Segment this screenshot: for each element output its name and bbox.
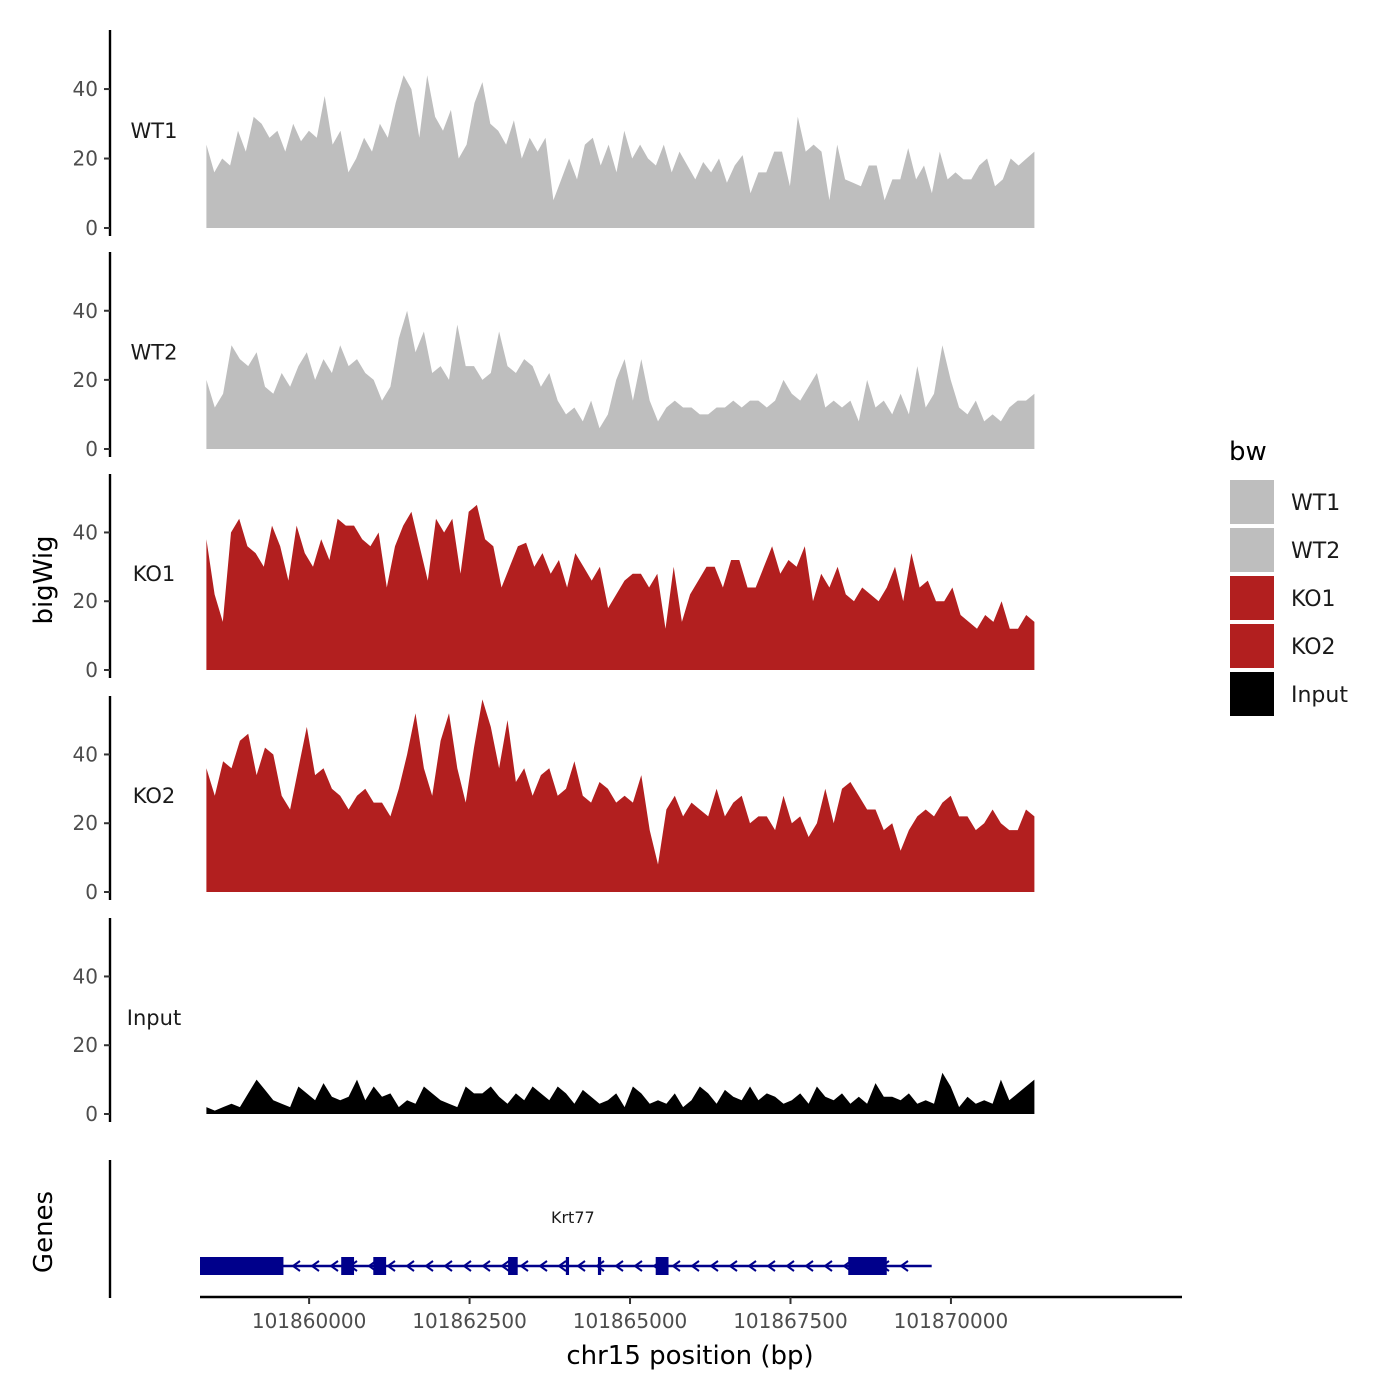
y-tick-label: 0 [85,658,98,682]
strand-arrow-icon [690,1260,700,1272]
strand-arrow-icon [557,1260,567,1272]
strand-arrow-icon [804,1260,814,1272]
gene-exon [597,1257,602,1275]
y-tick-label: 20 [73,147,98,171]
y-tick-label: 20 [73,368,98,392]
x-tick-label: 101865000 [573,1309,688,1333]
y-tick-label: 0 [85,216,98,240]
strand-arrow-icon [462,1260,472,1272]
area-input [206,1072,1035,1114]
gene-track: Krt77 [108,1160,932,1298]
legend-label: WT2 [1291,539,1340,564]
legend-item-wt2: WT2 [1230,528,1340,572]
gene-exon [341,1257,355,1275]
y-axis-title: bigWig [29,535,59,624]
strand-arrow-icon [728,1260,738,1272]
legend-swatch [1230,480,1274,524]
legend-item-wt1: WT1 [1230,480,1340,524]
strand-arrow-icon [519,1260,529,1272]
strand-arrow-icon [576,1260,586,1272]
x-tick-label: 101862500 [412,1309,527,1333]
gene-exon [200,1257,284,1275]
legend-label: Input [1291,683,1348,708]
legend-swatch [1230,528,1274,572]
area-ko2 [206,699,1035,892]
x-tick-label: 101867500 [733,1309,848,1333]
strand-arrow-icon [443,1260,453,1272]
strand-arrow-icon [823,1260,833,1272]
gene-exon [373,1257,387,1275]
legend-item-ko2: KO2 [1230,624,1336,668]
track-label: WT1 [131,119,178,143]
legend-swatch [1230,672,1274,716]
gene-exon [508,1257,518,1275]
y-tick-label: 0 [85,437,98,461]
strand-arrow-icon [614,1260,624,1272]
track-label: WT2 [131,340,178,364]
track-ko2: 0 20 40 KO2 [73,696,1035,904]
x-axis: 101860000 101862500 101865000 101867500 1018… [200,1295,1182,1333]
track-input: 0 20 40 Input [73,918,1035,1126]
legend-label: KO1 [1291,587,1336,612]
y-tick-label: 40 [73,299,98,323]
area-ko1 [206,504,1035,670]
strand-arrow-icon [785,1260,795,1272]
legend-item-input: Input [1230,672,1348,716]
y-tick-label: 40 [73,520,98,544]
strand-arrow-icon [633,1260,643,1272]
strand-arrow-icon [424,1260,434,1272]
area-wt2 [206,310,1035,449]
legend-swatch [1230,576,1274,620]
track-wt1: 0 20 40 WT1 [73,30,1035,240]
genes-axis-title: Genes [29,1191,59,1273]
y-tick-label: 20 [73,1033,98,1057]
track-wt2: 0 20 40 WT2 [73,252,1035,461]
strand-arrow-icon [899,1260,909,1272]
strand-arrow-icon [671,1260,681,1272]
gene-exon [655,1257,669,1275]
legend-title: bw [1229,437,1267,467]
y-tick-label: 40 [73,77,98,101]
x-axis-title: chr15 position (bp) [566,1341,813,1371]
x-tick-label: 101860000 [252,1309,367,1333]
legend-swatch [1230,624,1274,668]
track-ko1: 0 20 40 KO1 [73,474,1035,682]
strand-arrow-icon [291,1260,301,1272]
legend-label: KO2 [1291,635,1336,660]
y-tick-label: 20 [73,589,98,613]
strand-arrow-icon [386,1260,396,1272]
track-label: KO1 [133,562,176,586]
y-tick-label: 0 [85,1102,98,1126]
legend: bw WT1 WT2 KO1 KO2 Input [1229,437,1348,716]
legend-label: WT1 [1291,491,1340,516]
strand-arrow-icon [310,1260,320,1272]
y-tick-label: 40 [73,742,98,766]
gene-name-label: Krt77 [551,1208,595,1227]
x-tick-label: 101870000 [894,1309,1009,1333]
strand-arrow-icon [538,1260,548,1272]
strand-arrow-icon [747,1260,757,1272]
y-tick-label: 0 [85,880,98,904]
strand-arrow-icon [481,1260,491,1272]
strand-arrow-icon [405,1260,415,1272]
y-tick-label: 20 [73,811,98,835]
strand-arrow-icon [709,1260,719,1272]
track-label: KO2 [133,784,176,808]
strand-arrow-icon [500,1260,510,1272]
strand-arrow-icon [595,1260,605,1272]
y-tick-label: 40 [73,964,98,988]
legend-item-ko1: KO1 [1230,576,1336,620]
strand-arrow-icon [329,1260,339,1272]
area-wt1 [206,75,1035,228]
gene-exon [848,1257,887,1275]
tracks-layer: 0 20 40 WT1 0 20 40 WT2 0 20 40 KO1 0 20 40 KO2 0 20 40 Inp… [73,30,1035,1126]
strand-arrow-icon [766,1260,776,1272]
gene-exon [565,1257,570,1275]
track-label: Input [127,1006,181,1030]
